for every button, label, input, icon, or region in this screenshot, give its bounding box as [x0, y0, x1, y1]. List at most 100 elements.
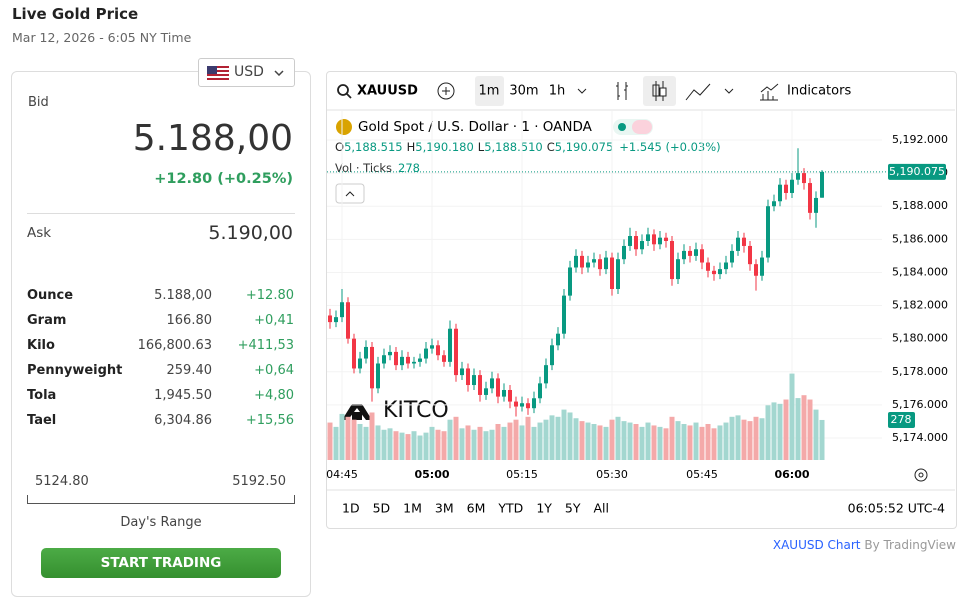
interval[interactable]: 30m: [509, 84, 538, 99]
candle-body: [526, 403, 530, 409]
candle-body: [496, 378, 500, 397]
volume-bar: [741, 419, 747, 460]
candle-body: [376, 363, 380, 389]
candle-body: [352, 338, 356, 369]
candle-body: [412, 361, 416, 364]
candle-body: [502, 389, 506, 397]
indicators[interactable]: Indicators: [787, 84, 851, 99]
chart-link[interactable]: XAUUSD Chart: [772, 538, 861, 552]
volume-bar: [501, 426, 507, 460]
candle-body: [682, 250, 686, 260]
y-tick-label: 5,180.000: [892, 332, 948, 345]
candle-icon[interactable]: [652, 84, 660, 97]
volume-bar: [627, 422, 633, 460]
volume-bar: [333, 426, 339, 460]
candle-body: [544, 365, 548, 384]
volume-bar: [693, 422, 699, 460]
range-button[interactable]: 6M: [467, 501, 486, 516]
area-icon[interactable]: [685, 83, 711, 101]
volume-bar: [339, 413, 345, 460]
volume-bar: [417, 435, 423, 460]
candle-body: [718, 269, 722, 275]
search-icon[interactable]: [337, 84, 349, 96]
candle-body: [334, 317, 338, 323]
volume-bar: [369, 412, 375, 460]
candle-body: [340, 302, 344, 318]
unit-name: Tael: [27, 413, 57, 428]
volume-bar: [363, 426, 369, 460]
symbol-icon: [336, 119, 352, 135]
x-tick-label: 05:45: [686, 468, 718, 481]
candle-body: [562, 295, 566, 334]
indicators-icon[interactable]: [760, 83, 779, 101]
chevron: [274, 70, 284, 76]
y-tick-label: 5,192.000: [892, 133, 948, 146]
volume-last-label: 278: [891, 413, 912, 426]
collapse-button[interactable]: [335, 183, 365, 204]
volume-bar: [765, 405, 771, 460]
attribution: XAUUSD Chart By TradingView: [773, 538, 956, 552]
volume-bar: [603, 426, 609, 460]
last-price-label: 5,190.075: [889, 165, 945, 178]
ohlc-key: C: [547, 140, 555, 154]
range-button[interactable]: 1Y: [536, 501, 552, 516]
selected-interval: [475, 76, 504, 106]
ohlc-change: +1.545 (+0.03%): [619, 140, 720, 154]
bars-icon[interactable]: [616, 82, 628, 100]
candle-body: [478, 375, 482, 395]
volume-bar: [591, 424, 597, 460]
page-title: Live Gold Price: [12, 5, 139, 23]
candle-body: [580, 255, 584, 268]
settings-icon[interactable]: [914, 468, 928, 482]
volume-bar: [483, 431, 489, 460]
unit-price: 1,945.50: [154, 388, 212, 403]
range-button[interactable]: 1D: [342, 501, 360, 516]
volume-bar: [393, 431, 399, 460]
timestamp: Mar 12, 2026 - 6:05 NY Time: [12, 30, 192, 45]
unit-change: +4,80: [254, 388, 294, 403]
unit-price: 166,800.63: [137, 338, 212, 353]
volume-bar: [387, 428, 393, 460]
watermark: KITCO: [383, 398, 449, 423]
interval[interactable]: 1h: [549, 84, 566, 99]
range-button[interactable]: 1M: [403, 501, 422, 516]
volume-bar: [621, 421, 627, 460]
candle-body: [652, 234, 656, 245]
volume-bar: [615, 416, 621, 460]
chevron[interactable]: [577, 88, 587, 94]
symbol[interactable]: XAUUSD: [357, 84, 418, 99]
range-button[interactable]: YTD: [497, 501, 523, 516]
candle-body: [472, 375, 476, 386]
start-trading-button[interactable]: START TRADING: [41, 548, 281, 578]
candle-body: [760, 257, 764, 276]
volume-bar: [717, 425, 723, 460]
volume-bar: [681, 424, 687, 460]
candle-body: [646, 234, 650, 241]
candle-body: [538, 383, 542, 399]
volume-bar: [597, 425, 603, 460]
candle-body: [730, 250, 734, 263]
range-button[interactable]: All: [594, 501, 610, 516]
volume-bar: [555, 416, 561, 460]
candle-body: [406, 356, 410, 364]
volume-bar: [405, 434, 411, 460]
ohlc-key: L: [478, 140, 485, 154]
interval[interactable]: 1m: [479, 84, 500, 99]
candle-body: [628, 236, 632, 246]
candle-body: [418, 358, 422, 362]
currency-select[interactable]: USD: [198, 58, 295, 87]
volume-bar: [777, 403, 783, 460]
vol-label: Vol · Ticks: [335, 161, 392, 175]
volume-bar: [723, 422, 729, 460]
unit-change: +0,64: [254, 363, 294, 378]
compare-icon[interactable]: [437, 82, 455, 100]
candle-body: [766, 206, 770, 258]
y-tick-label: 5,188.000: [892, 199, 948, 212]
volume-bar: [771, 402, 777, 460]
candle-body: [394, 351, 398, 366]
candle-body: [706, 262, 710, 271]
clock: 06:05:52 UTC-4: [848, 501, 945, 516]
range-button[interactable]: 5D: [373, 501, 391, 516]
range-button[interactable]: 3M: [435, 501, 454, 516]
range-button[interactable]: 5Y: [565, 501, 581, 516]
